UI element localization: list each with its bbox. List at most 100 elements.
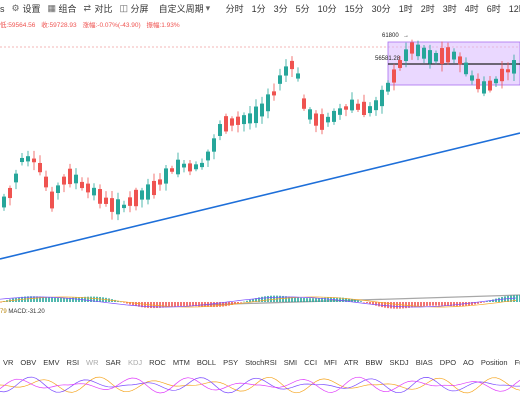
timeframe-tab[interactable]: 1时 (398, 4, 413, 14)
candle-body (230, 118, 234, 126)
macd-histogram-bar (93, 296, 95, 302)
candle-body (410, 42, 414, 54)
indicator-tab[interactable]: SAR (105, 357, 121, 367)
candle-body (308, 109, 312, 120)
timeframe-tab[interactable]: 2时 (420, 4, 435, 14)
macd-histogram-bar (210, 302, 212, 307)
trend-line[interactable] (0, 132, 520, 260)
macd-histogram-bar (39, 296, 41, 302)
compare-label: 对比 (94, 4, 113, 14)
candle-body (422, 47, 426, 59)
timeframe-tab[interactable]: 分时 (225, 4, 244, 14)
indicator-tab[interactable]: DPO (439, 357, 457, 367)
candle-body (140, 190, 144, 200)
split-screen-label: 分屏 (130, 4, 149, 14)
candle-body (458, 56, 462, 65)
indicator-tab[interactable]: SMI (283, 357, 298, 367)
indicator-tab[interactable]: RSI (66, 357, 80, 367)
indicator-tab[interactable]: Position (480, 357, 508, 367)
candle-body (182, 163, 186, 168)
timeframe-tab[interactable]: 30分 (371, 4, 391, 14)
macd-histogram-bar (384, 302, 386, 308)
split-screen-button[interactable]: ◫ 分屏 (118, 2, 154, 15)
indicator-tab[interactable]: VR (3, 357, 14, 367)
candle-body (176, 159, 180, 175)
candle-body (350, 99, 354, 111)
timeframe-tab[interactable]: 5分 (295, 4, 310, 14)
timeframe-tab[interactable]: 15分 (344, 4, 364, 14)
macd-histogram-bar (375, 302, 377, 306)
candle-body (134, 189, 138, 207)
custom-period-button[interactable]: 自定义周期 ▾ (159, 2, 222, 15)
timeframe-tab[interactable]: 3分 (273, 4, 288, 14)
indicator-tab[interactable]: AO (463, 357, 474, 367)
timeframe-tab[interactable]: 1分 (251, 4, 266, 14)
macd-histogram-bar (450, 302, 452, 307)
candle-body (470, 75, 474, 81)
macd-histogram-bar (489, 300, 491, 302)
settings-button[interactable]: ⚙ 设置 (10, 2, 46, 15)
macd-histogram-bar (486, 301, 488, 302)
macd-histogram-bar (225, 302, 227, 307)
indicator-tab[interactable]: ROC (149, 357, 166, 367)
macd-histogram-bar (177, 302, 179, 307)
indicator-tab[interactable]: ATR (343, 357, 359, 367)
timeframe-tab[interactable]: 4时 (464, 4, 479, 14)
macd-histogram-bar (432, 302, 434, 306)
indicator-tab[interactable]: Fundflow (514, 357, 520, 367)
combo-label: 组合 (58, 4, 77, 14)
candle-body (278, 75, 282, 84)
macd-histogram-bar (45, 297, 47, 302)
indicator-tab[interactable]: KDJ (127, 357, 143, 367)
indicator-tab[interactable]: PSY (223, 357, 239, 367)
indicator-tab[interactable]: CCI (304, 357, 318, 367)
macd-histogram-bar (129, 302, 131, 305)
amplitude: 振幅:1.93% (146, 22, 180, 29)
indicator-tab[interactable]: EMV (43, 357, 60, 367)
indicator-tab[interactable]: SKDJ (389, 357, 409, 367)
candle-body (242, 115, 246, 125)
indicator-tab[interactable]: BBW (365, 357, 383, 367)
indicator-tab[interactable]: MTM (172, 357, 190, 367)
candle-body (398, 60, 402, 68)
macd-histogram-bar (273, 295, 275, 302)
indicator-tab[interactable]: BOLL (196, 357, 217, 367)
candle-body (92, 187, 96, 196)
macd-label-text: MACD:-31.20 (8, 309, 45, 315)
macd-histogram-bar (240, 302, 242, 303)
macd-left-value: 79 (0, 309, 7, 315)
indicator-tab[interactable]: MFI (324, 357, 337, 367)
sub-indicator-lines (0, 376, 520, 394)
macd-histogram-bar (180, 302, 182, 307)
macd-histogram-bar (135, 302, 137, 307)
indicator-tab[interactable]: WR (86, 357, 99, 367)
combo-button[interactable]: ▦ 组合 (46, 2, 82, 15)
macd-histogram-bar (201, 302, 203, 307)
macd-histogram-bar (303, 297, 305, 302)
macd-histogram-bar (492, 299, 494, 302)
indicator-tab[interactable]: BIAS (415, 357, 433, 367)
indicator-tab[interactable]: OBV (20, 357, 37, 367)
combo-icon: ▦ (47, 3, 57, 13)
candlestick-chart[interactable]: 61800 → 56581.28 (0, 30, 520, 352)
macd-histogram-bar (120, 301, 122, 303)
macd-histogram-bar (159, 302, 161, 308)
timeframe-tab[interactable]: 6时 (486, 4, 501, 14)
indicator-tab[interactable]: StochRSI (245, 357, 277, 367)
sub-indicator-panel[interactable] (0, 370, 520, 400)
candle-body (224, 116, 228, 132)
candle-body (452, 51, 456, 60)
candle-body (296, 73, 300, 79)
candle-body (356, 103, 360, 110)
timeframe-tab[interactable]: 3时 (442, 4, 457, 14)
timeframe-tab[interactable]: 12时 (508, 4, 520, 14)
candle-body (212, 138, 216, 152)
chart-type-button[interactable]: s (0, 4, 10, 14)
macd-histogram-bar (213, 302, 215, 308)
macd-histogram-bar (198, 302, 200, 307)
compare-button[interactable]: ⇄ 对比 (82, 2, 118, 15)
timeframe-tab[interactable]: 10分 (317, 4, 337, 14)
macd-histogram-bar (360, 301, 362, 302)
macd-histogram-bar (216, 302, 218, 307)
candle-body (32, 158, 36, 163)
